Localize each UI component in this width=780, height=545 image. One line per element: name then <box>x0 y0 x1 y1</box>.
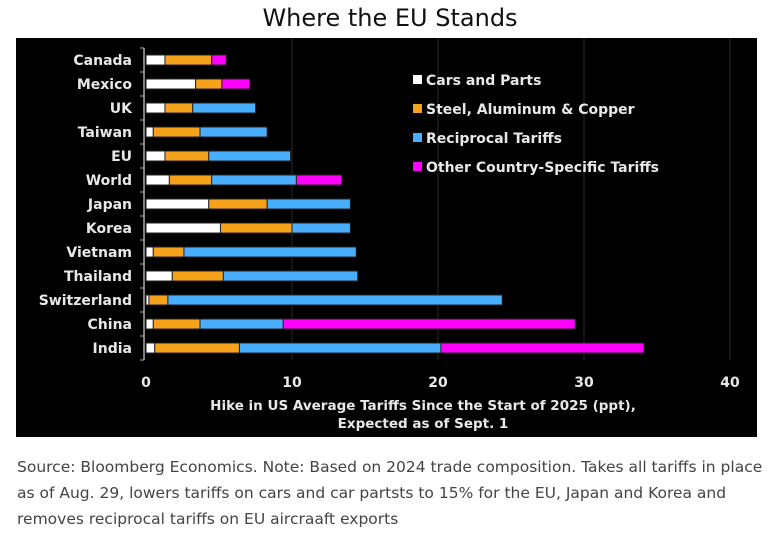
bar-segment <box>282 318 576 330</box>
bar-segment <box>211 54 227 66</box>
y-tick-label: Taiwan <box>78 125 132 141</box>
x-axis-label: Hike in US Average Tariffs Since the Sta… <box>210 398 636 414</box>
x-tick-label: 30 <box>574 375 594 391</box>
y-tick-label: China <box>88 317 132 333</box>
y-tick-label: Japan <box>87 197 132 213</box>
x-tick-label: 40 <box>720 375 740 391</box>
bar-segment <box>238 342 442 354</box>
bar-segment <box>222 270 359 282</box>
bar-segment <box>192 102 256 114</box>
bar-segment <box>211 174 297 186</box>
y-tick-label: Vietnam <box>66 245 132 261</box>
bar-segment <box>154 342 240 354</box>
y-tick-label: World <box>86 173 132 189</box>
y-tick-label: EU <box>111 149 132 165</box>
chart-area: 0 10 20 30 40 Canada Mexico UK Taiwan EU World Japa… <box>16 38 757 437</box>
legend-swatch <box>413 162 422 171</box>
bar-segment <box>219 222 293 234</box>
legend-swatch <box>413 75 422 84</box>
y-tick-label: Canada <box>73 53 132 69</box>
y-tick-label: Mexico <box>77 77 133 93</box>
bar-segment <box>152 318 201 330</box>
legend-label: Steel, Aluminum & Copper <box>426 102 635 118</box>
bar-segment <box>145 174 170 186</box>
bar-segment <box>145 126 154 138</box>
y-tick-label: India <box>93 341 132 357</box>
bar-segment <box>148 294 169 306</box>
bar-segment <box>171 270 224 282</box>
bar-segment <box>199 126 268 138</box>
y-tick-label: Korea <box>86 221 132 237</box>
y-tick-label: Switzerland <box>39 293 132 309</box>
bar-segment <box>164 54 213 66</box>
chart-title: Where the EU Stands <box>262 4 518 32</box>
bar-segment <box>167 294 503 306</box>
stacked-bar-chart: 0 10 20 30 40 Canada Mexico UK Taiwan EU World Japa… <box>39 38 740 432</box>
bar-segment <box>208 198 268 210</box>
bar-segment <box>208 150 292 162</box>
bar-segment <box>221 78 251 90</box>
legend-label: Cars and Parts <box>426 73 541 89</box>
bar-segment <box>199 318 284 330</box>
legend-label: Other Country-Specific Tariffs <box>426 160 659 176</box>
legend-swatch <box>413 133 422 142</box>
bar-segment <box>440 342 645 354</box>
bar-segment <box>145 102 166 114</box>
bar-segment <box>145 222 221 234</box>
legend-label: Reciprocal Tariffs <box>426 131 562 147</box>
bar-segment <box>152 246 185 258</box>
bar-segment <box>145 318 154 330</box>
legend-swatch <box>413 104 422 113</box>
bar-segment <box>145 78 197 90</box>
bar-segment <box>145 246 154 258</box>
bar-segment <box>145 150 166 162</box>
bar-segment <box>183 246 357 258</box>
bar-segment <box>164 150 210 162</box>
x-tick-label: 20 <box>428 375 448 391</box>
bar-segment <box>145 270 173 282</box>
bar-segment <box>195 78 223 90</box>
x-tick-label: 0 <box>141 375 151 391</box>
x-axis-label: Expected as of Sept. 1 <box>338 416 509 432</box>
bar-segment <box>152 126 201 138</box>
y-tick-label: UK <box>110 101 133 117</box>
bar-segment <box>291 222 351 234</box>
bar-segment <box>168 174 213 186</box>
bar-segment <box>145 342 156 354</box>
y-tick-label: Thailand <box>64 269 132 285</box>
bar-segment <box>295 174 343 186</box>
bar-segment <box>145 54 166 66</box>
bar-segment <box>266 198 351 210</box>
bar-segment <box>164 102 194 114</box>
source-note: Source: Bloomberg Economics. Note: Based… <box>17 458 763 528</box>
x-tick-label: 10 <box>282 375 302 391</box>
bar-segment <box>145 198 210 210</box>
